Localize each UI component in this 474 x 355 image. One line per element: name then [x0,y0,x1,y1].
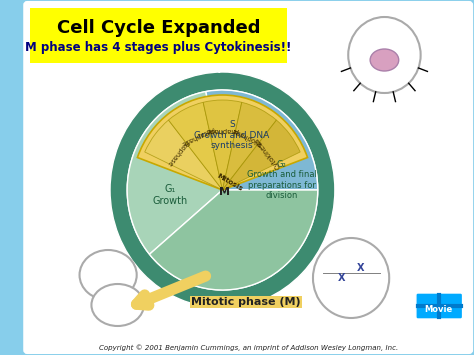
Text: Mitotic phase (M): Mitotic phase (M) [191,297,301,307]
Text: G₂
Growth and final
preparations for
division: G₂ Growth and final preparations for div… [246,160,317,200]
Text: Movie: Movie [425,306,453,315]
FancyBboxPatch shape [30,8,287,63]
Text: M phase has 4 stages plus Cytokinesis!!: M phase has 4 stages plus Cytokinesis!! [26,42,292,55]
FancyBboxPatch shape [24,2,472,353]
Ellipse shape [370,49,399,71]
Text: S
Growth and DNA
synthesis: S Growth and DNA synthesis [194,120,270,150]
Wedge shape [168,102,222,190]
Wedge shape [145,120,222,190]
Circle shape [313,238,389,318]
Text: Cell Cycle Expanded: Cell Cycle Expanded [57,19,260,37]
Circle shape [348,17,420,93]
Text: Metaphase: Metaphase [180,125,215,147]
Wedge shape [203,100,242,190]
Wedge shape [137,95,308,190]
Text: Mitosis: Mitosis [216,172,244,192]
Text: Anaphase: Anaphase [206,127,239,133]
Text: X: X [357,263,365,273]
Wedge shape [206,90,318,190]
Ellipse shape [91,284,144,326]
Ellipse shape [80,250,137,300]
Text: Copyright © 2001 Benjamin Cummings, an imprint of Addison Wesley Longman, Inc.: Copyright © 2001 Benjamin Cummings, an i… [99,345,398,351]
Text: Cytokinesis: Cytokinesis [254,136,282,170]
Text: Interphase: Interphase [191,63,254,73]
FancyBboxPatch shape [416,293,463,319]
Wedge shape [222,102,276,190]
Text: Telophase: Telophase [231,126,264,146]
Text: Prophase: Prophase [165,139,189,167]
Text: M: M [219,187,230,197]
Wedge shape [127,92,222,254]
Wedge shape [222,120,300,190]
Wedge shape [149,190,318,290]
Wedge shape [110,72,335,308]
Text: X: X [338,273,345,283]
Text: G₁
Growth: G₁ Growth [153,184,188,206]
